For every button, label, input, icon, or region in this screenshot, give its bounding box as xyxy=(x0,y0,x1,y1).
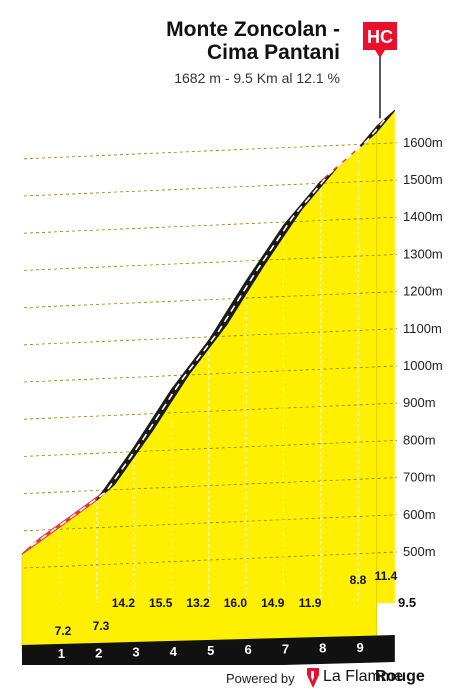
gradient-label-km-3: 14.2 xyxy=(112,596,136,610)
gridline-1000m xyxy=(23,365,398,383)
page-title-line-2: Cima Pantani xyxy=(206,41,340,64)
gridline-1300m xyxy=(23,254,398,271)
gridline-1200m xyxy=(23,291,398,308)
gridline-1400m xyxy=(23,216,398,234)
gridline-1500m xyxy=(23,179,398,197)
gradient-label-km-2: 7.3 xyxy=(93,619,110,633)
x-tick-km-2: 2 xyxy=(95,645,102,660)
gridline-500m xyxy=(23,551,398,569)
x-tick-km-1: 1 xyxy=(58,646,65,661)
y-tick-1300m: 1300m xyxy=(403,246,443,261)
y-tick-1000m: 1000m xyxy=(403,358,443,373)
gradient-label-km-8: 11.9 xyxy=(299,596,322,610)
title-block: Monte Zoncolan - Cima Pantani 1682 m - 9… xyxy=(166,18,340,86)
hc-badge-icon xyxy=(363,22,397,58)
gradient-label-km-6: 16.0 xyxy=(224,596,248,610)
y-tick-900m: 900m xyxy=(403,395,436,410)
climb-profile-chart: HC 500m600m700m800m900m1000m1100m1200m13… xyxy=(21,22,443,665)
brand-name-part-2: Rouge xyxy=(375,668,425,685)
gradient-label-km-7: 14.9 xyxy=(261,596,285,610)
y-tick-1100m: 1100m xyxy=(403,321,442,336)
gridline-800m xyxy=(23,440,398,457)
road-centerline xyxy=(30,117,387,547)
y-tick-600m: 600m xyxy=(403,507,436,522)
y-tick-1600m: 1600m xyxy=(403,135,443,150)
distance-end-label: 9.5 xyxy=(398,595,416,610)
x-tick-km-9: 9 xyxy=(357,640,364,655)
powered-by-text: Powered by xyxy=(226,671,295,686)
brand-name-part-1: La Flamme xyxy=(323,668,404,685)
gridline-600m xyxy=(23,514,398,532)
gradient-label-km-5: 13.2 xyxy=(186,596,210,610)
gridline-700m xyxy=(23,477,398,494)
x-tick-km-6: 6 xyxy=(244,642,251,657)
y-tick-1400m: 1400m xyxy=(403,209,443,224)
climb-summary: 1682 m - 9.5 Km al 12.1 % xyxy=(174,70,340,86)
page-title-line-1: Monte Zoncolan - xyxy=(166,18,340,41)
gradient-label-km-9.5: 11.4 xyxy=(375,569,398,583)
x-tick-km-4: 4 xyxy=(170,644,178,659)
y-tick-1500m: 1500m xyxy=(403,172,443,187)
distance-base-strip xyxy=(22,635,395,665)
y-tick-800m: 800m xyxy=(403,432,436,447)
gridline-1600m xyxy=(23,142,398,160)
profile-front-face xyxy=(21,125,378,653)
x-tick-km-3: 3 xyxy=(132,645,139,660)
x-tick-km-5: 5 xyxy=(207,643,214,658)
gradient-label-km-1: 7.2 xyxy=(55,624,72,638)
y-tick-1200m: 1200m xyxy=(403,284,443,299)
gridline-900m xyxy=(23,402,398,420)
y-tick-500m: 500m xyxy=(403,544,436,559)
x-tick-km-8: 8 xyxy=(319,641,326,656)
hc-badge-label: HC xyxy=(367,27,393,47)
y-tick-700m: 700m xyxy=(403,470,436,485)
flame-logo-icon xyxy=(307,668,319,688)
footer: Powered by La Flamme Rouge xyxy=(0,665,452,695)
gradient-label-km-4: 15.5 xyxy=(149,596,173,610)
gradient-label-km-9: 8.8 xyxy=(350,573,367,587)
x-tick-km-7: 7 xyxy=(282,641,289,656)
